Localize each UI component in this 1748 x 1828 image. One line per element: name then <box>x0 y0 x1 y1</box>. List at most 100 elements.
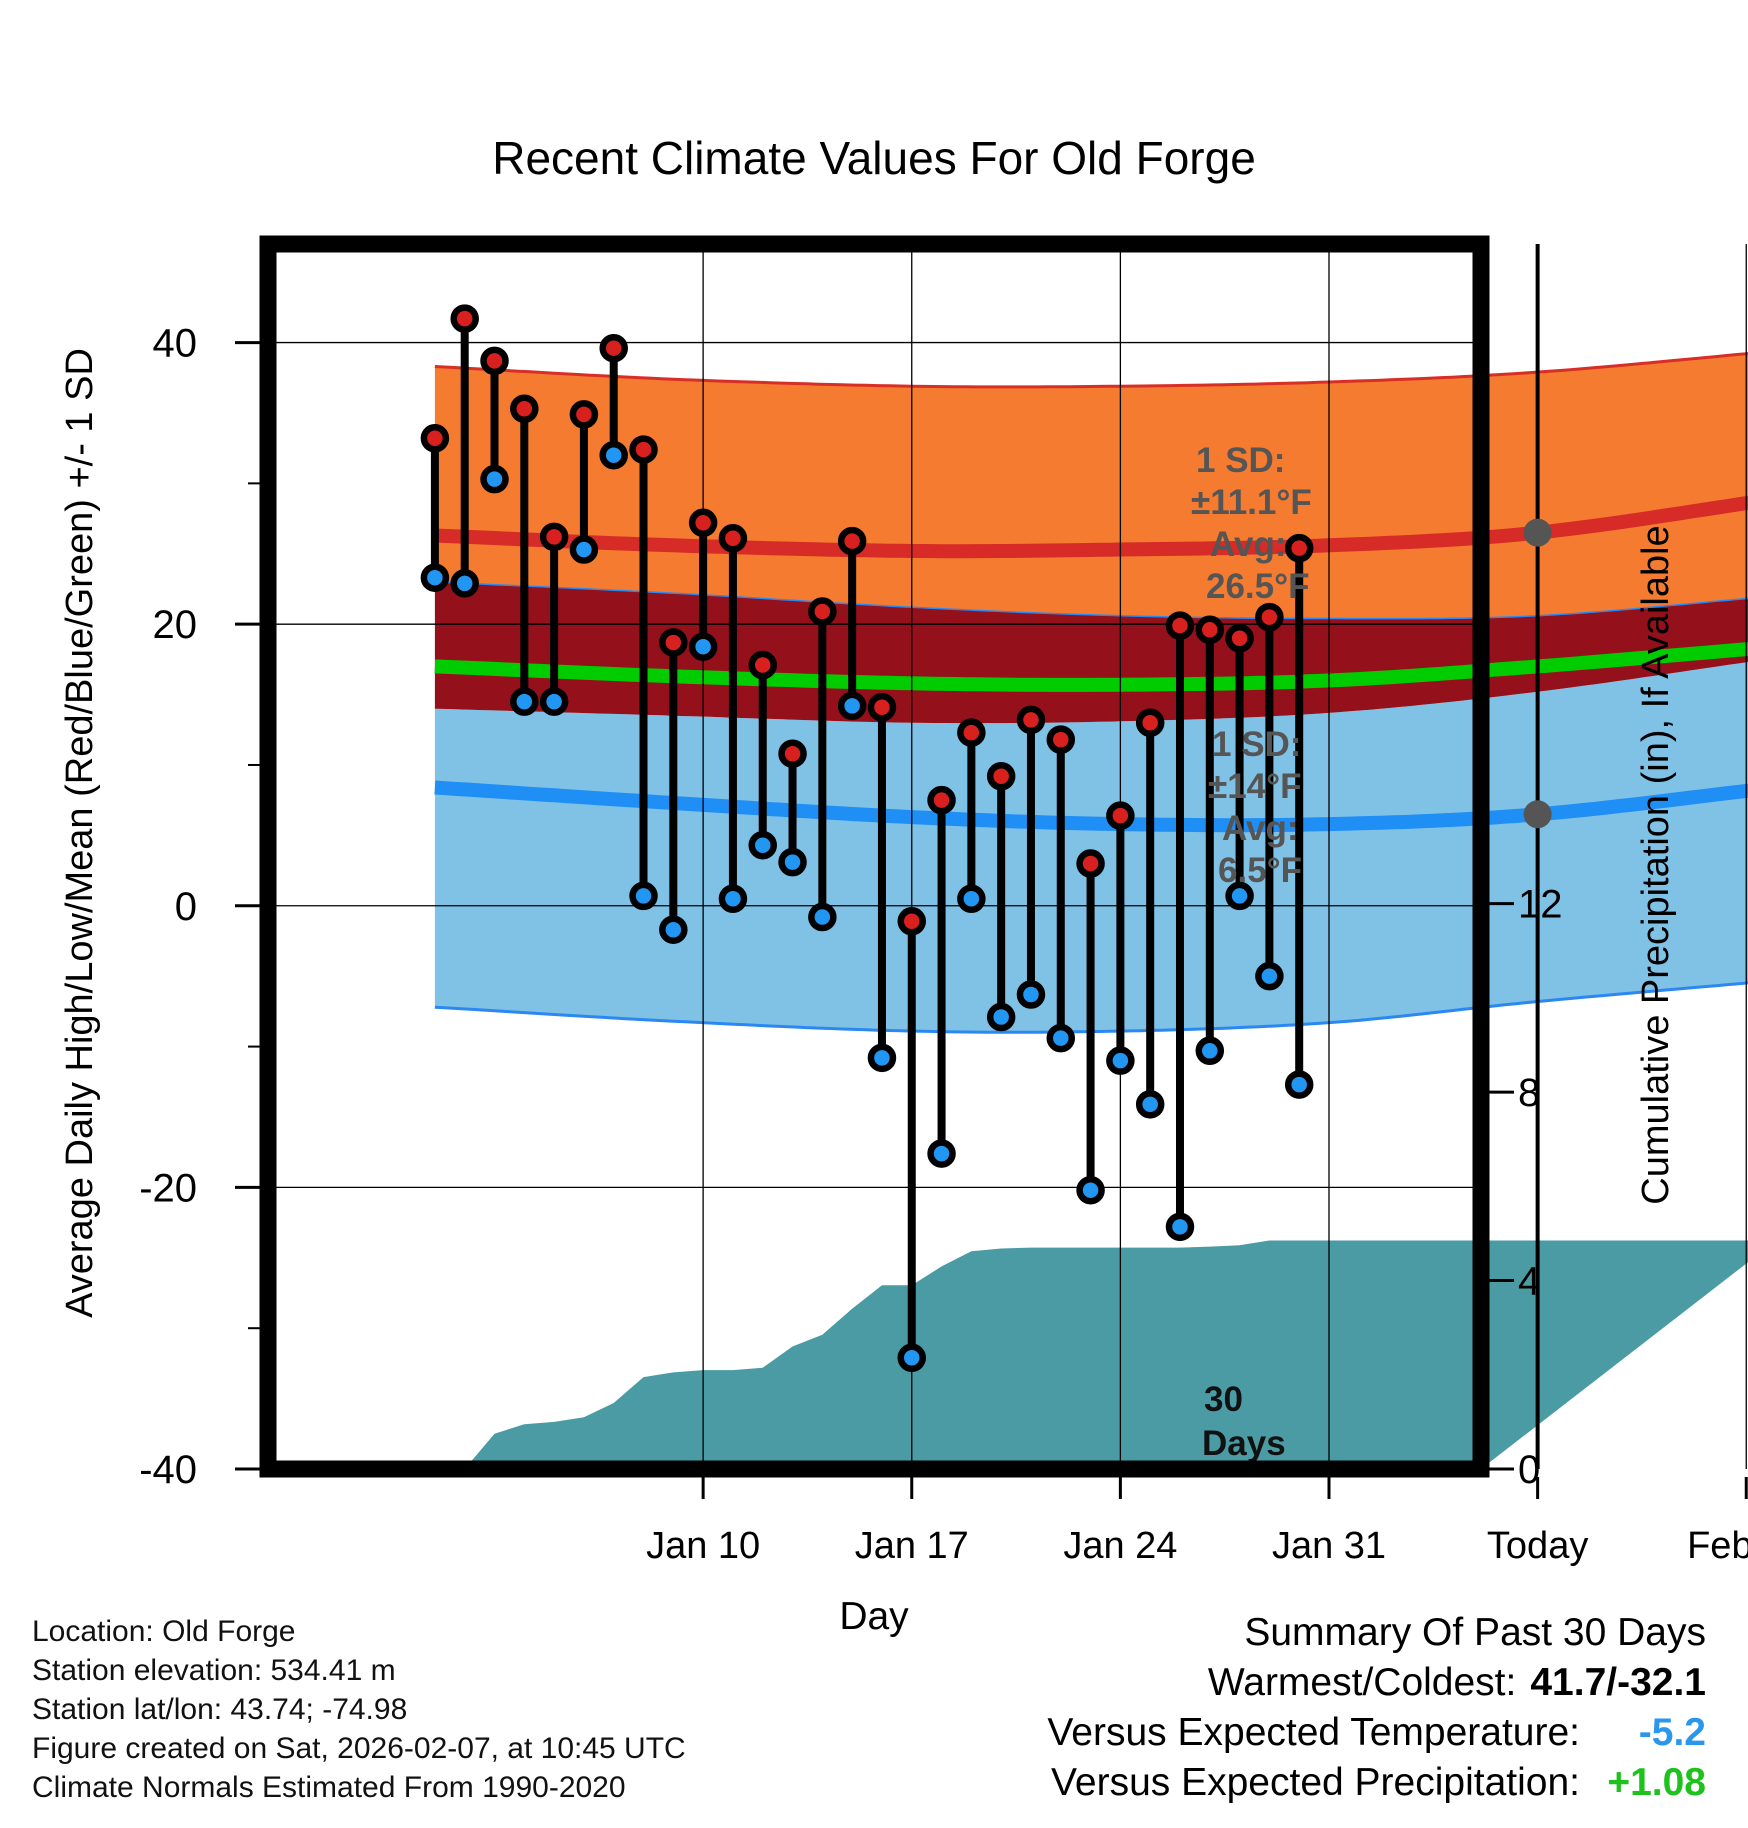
high-avg-value: 26.5°F <box>1206 567 1310 606</box>
daily-high-dot <box>629 435 658 464</box>
daily-high-dot <box>808 597 837 626</box>
daily-low-dot <box>808 902 837 932</box>
high-sd-band <box>434 353 1748 619</box>
today-normal-low-marker <box>1523 800 1552 829</box>
low-avg-value: 6.5°F <box>1218 851 1302 890</box>
daily-high-dot <box>569 400 599 429</box>
summary-temp-row: Versus Expected Temperature: -5.2 <box>1047 1708 1706 1758</box>
y-tick-label: -40 <box>139 1448 197 1492</box>
daily-low-dot <box>1135 1090 1165 1119</box>
daily-low-dot <box>1225 881 1254 911</box>
x-tick-label: Today <box>1487 1525 1588 1567</box>
daily-high-dot <box>778 739 807 768</box>
y-tick-label: 0 <box>175 885 197 929</box>
station-location: Location: Old Forge <box>32 1615 296 1648</box>
summary-precip-row: Versus Expected Precipitation: +1.08 <box>1047 1758 1706 1808</box>
daily-high-dot <box>927 785 956 815</box>
daily-high-dot <box>837 526 867 556</box>
daily-low-dot <box>986 1002 1016 1032</box>
daily-low-dot <box>1076 1175 1105 1205</box>
plot-frame <box>259 235 1490 1478</box>
daily-high-dot <box>1165 611 1195 640</box>
daily-low-dot <box>897 1343 927 1373</box>
low-sd-label: 1 SD: <box>1212 725 1301 764</box>
daily-low-dot <box>629 881 658 911</box>
daily-low-dot <box>539 687 569 716</box>
today-normal-high-marker <box>1523 518 1552 547</box>
x-tick-label: Jan 10 <box>646 1525 760 1567</box>
temp-vs-expected-label: Versus Expected Temperature: <box>1047 1711 1580 1754</box>
daily-high-dot <box>1284 533 1314 563</box>
station-info: Location: Old Forge Station elevation: 5… <box>32 1612 686 1807</box>
daily-high-dot <box>1255 602 1284 632</box>
temp-vs-expected-value: -5.2 <box>1638 1711 1706 1754</box>
warmest-label: Warmest/Coldest: <box>1207 1661 1517 1704</box>
high-sd-label: 1 SD: <box>1196 441 1285 480</box>
daily-low-dot <box>1284 1070 1314 1099</box>
daily-low-dot <box>510 687 539 716</box>
precip-period-unit: Days <box>1202 1424 1286 1463</box>
low-sd-value: ±14°F <box>1208 767 1302 806</box>
daily-high-dot <box>1106 801 1135 830</box>
precip-period-number: 30 <box>1204 1380 1243 1419</box>
daily-low-dot <box>1106 1046 1135 1075</box>
daily-high-dot <box>510 394 539 423</box>
chart-title: Recent Climate Values For Old Forge <box>492 132 1256 184</box>
x-axis-label: Day <box>839 1595 909 1638</box>
station-latlon: Station lat/lon: 43.74; -74.98 <box>32 1693 408 1726</box>
cumulative-precip-area <box>464 1240 1748 1469</box>
y-tick-label: 20 <box>153 603 198 647</box>
daily-high-dot <box>659 628 688 657</box>
y-tick-label: 40 <box>153 322 198 366</box>
precip-vs-expected-label: Versus Expected Precipitation: <box>1051 1761 1580 1804</box>
daily-high-dot <box>539 522 569 552</box>
daily-high-dot <box>1135 708 1165 737</box>
daily-low-dot <box>837 691 867 721</box>
daily-high-dot <box>450 304 479 333</box>
daily-high-dot <box>1076 849 1105 878</box>
summary-warmest-row: Warmest/Coldest: 41.7/-32.1 <box>1047 1658 1706 1708</box>
daily-low-dot <box>420 563 450 592</box>
high-avg-label: Avg: <box>1210 525 1286 564</box>
y-right-tick-label: 12 <box>1518 883 1563 927</box>
daily-low-dot <box>1195 1036 1225 1066</box>
x-tick-label: Feb 14 <box>1687 1525 1748 1567</box>
daily-low-dot <box>1165 1212 1195 1242</box>
normals-period: Climate Normals Estimated From 1990-2020 <box>32 1771 626 1804</box>
daily-high-dot <box>718 524 748 553</box>
summary-title: Summary Of Past 30 Days <box>1244 1611 1706 1654</box>
daily-low-dot <box>867 1043 897 1073</box>
daily-low-dot <box>450 569 479 598</box>
high-sd-value: ±11.1°F <box>1191 483 1312 522</box>
daily-high-dot <box>957 718 986 747</box>
daily-high-dot <box>480 346 509 376</box>
daily-low-dot <box>778 847 807 877</box>
daily-high-dot <box>1225 624 1254 653</box>
daily-high-dot <box>867 692 897 722</box>
daily-low-dot <box>1016 980 1046 1009</box>
daily-high-dot <box>1046 725 1076 754</box>
y-right-tick-label: 8 <box>1518 1071 1540 1115</box>
daily-high-dot <box>986 761 1016 791</box>
x-tick-label: Jan 31 <box>1272 1525 1386 1567</box>
daily-low-dot <box>927 1139 956 1168</box>
daily-low-dot <box>688 632 718 661</box>
daily-low-dot <box>718 884 748 913</box>
y-right-tick-label: 4 <box>1518 1260 1540 1304</box>
y-axis-right-label: Cumulative Precipitation (in), If Availa… <box>1635 525 1677 1204</box>
daily-high-dot <box>748 650 777 680</box>
x-tick-label: Jan 24 <box>1063 1525 1177 1567</box>
warmest-value: 41.7/-32.1 <box>1530 1661 1706 1704</box>
daily-high-dot <box>599 333 628 363</box>
daily-low-dot <box>599 440 628 470</box>
daily-low-dot <box>957 884 986 913</box>
precip-vs-expected-value: +1.08 <box>1607 1761 1706 1804</box>
summary-panel: Summary Of Past 30 Days Warmest/Coldest:… <box>1047 1608 1706 1808</box>
figure-created: Figure created on Sat, 2026-02-07, at 10… <box>32 1732 686 1765</box>
daily-low-dot <box>569 535 599 564</box>
daily-low-dot <box>1046 1023 1076 1053</box>
y-axis-label: Average Daily High/Low/Mean (Red/Blue/Gr… <box>59 348 101 1318</box>
x-tick-label: Jan 17 <box>855 1525 969 1567</box>
low-avg-label: Avg: <box>1222 809 1298 848</box>
